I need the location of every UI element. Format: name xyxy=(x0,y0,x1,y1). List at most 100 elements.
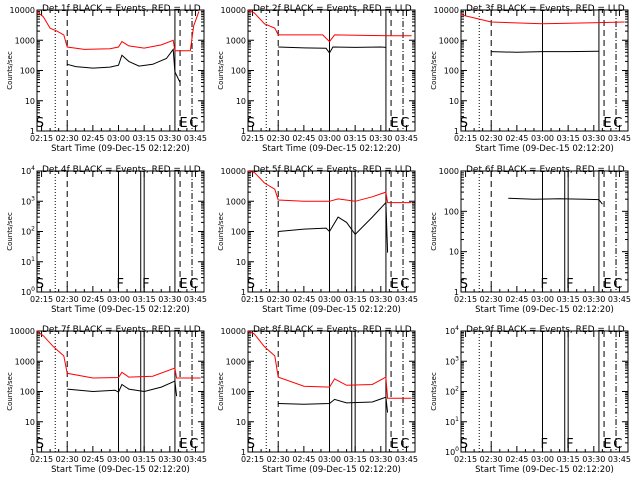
y-tick-label: 10000 xyxy=(10,327,35,336)
series-line-events xyxy=(278,396,389,413)
x-tick-label: 03:30 xyxy=(158,134,181,143)
panel-title: Det 9f BLACK = Events, RED = LLD xyxy=(466,325,625,335)
x-tick-label: 03:45 xyxy=(184,134,207,143)
marker-label: S xyxy=(247,277,255,292)
y-axis-label: Counts/sec xyxy=(6,212,14,251)
x-tick-label: 02:45 xyxy=(292,455,315,464)
series-line-lld xyxy=(460,14,625,25)
x-tick-label: 03:30 xyxy=(582,295,605,304)
y-axis-label: Counts/sec xyxy=(6,51,14,90)
y-tick-label: 101 xyxy=(21,256,35,267)
panel-title: Det 1f BLACK = Events, RED = LLD xyxy=(42,4,201,14)
panel-title: Det 4f BLACK = Events, RED = LLD xyxy=(42,165,201,175)
y-tick-label: 100 xyxy=(21,286,35,297)
y-tick-label: 10 xyxy=(25,418,35,427)
marker-label: S xyxy=(36,277,44,292)
y-tick-label: 1000 xyxy=(226,36,246,45)
plot-frame xyxy=(460,9,629,132)
marker-label: C xyxy=(400,116,409,131)
marker-label: F xyxy=(566,437,573,452)
detector-panel-8: Det 8f BLACK = Events, RED = LLD 1 10 100 10… xyxy=(217,325,418,475)
marker-label: E xyxy=(179,277,187,292)
detector-panel-1: Det 1f BLACK = Events, RED = LLD 1 10 100 10… xyxy=(6,4,207,154)
x-tick-label: 02:45 xyxy=(81,295,104,304)
marker-label: S xyxy=(36,116,44,131)
y-tick-label: 1 xyxy=(454,127,459,136)
detector-panel-5: Det 5f BLACK = Events, RED = LLD 1 10 100 10… xyxy=(217,165,418,315)
x-tick-label: 03:15 xyxy=(133,455,156,464)
x-tick-label: 02:45 xyxy=(292,134,315,143)
x-tick-label: 03:30 xyxy=(158,455,181,464)
marker-label: C xyxy=(400,437,409,452)
y-tick-label: 10 xyxy=(236,97,246,106)
y-tick-label: 100 xyxy=(231,388,246,397)
y-axis-label: Counts/sec xyxy=(430,51,438,90)
x-tick-label: 03:15 xyxy=(344,295,367,304)
marker-label: E xyxy=(390,116,398,131)
series-line-events xyxy=(67,48,181,83)
marker-label: S xyxy=(460,277,468,292)
y-tick-label: 100 xyxy=(20,67,35,76)
x-axis-label: Start Time (09-Dec-15 02:12:20) xyxy=(51,465,190,475)
marker-label: F xyxy=(540,277,547,292)
x-tick-label: 03:30 xyxy=(158,295,181,304)
marker-label: E xyxy=(179,116,187,131)
series-line-lld xyxy=(36,11,200,52)
marker-label: E xyxy=(603,116,611,131)
marker-label: C xyxy=(189,437,198,452)
x-tick-label: 03:30 xyxy=(369,134,392,143)
y-tick-label: 1 xyxy=(30,127,35,136)
y-tick-label: 10 xyxy=(236,258,246,267)
panel-title: Det 6f BLACK = Events, RED = LLD xyxy=(466,165,625,175)
marker-label: C xyxy=(189,116,198,131)
x-tick-label: 03:30 xyxy=(582,455,605,464)
plot-frame xyxy=(460,170,629,293)
marker-label: E xyxy=(603,277,611,292)
x-tick-label: 03:00 xyxy=(318,295,341,304)
x-tick-label: 03:15 xyxy=(133,134,156,143)
x-tick-label: 02:30 xyxy=(480,134,503,143)
y-tick-label: 1 xyxy=(241,288,246,297)
y-tick-label: 104 xyxy=(445,325,459,336)
x-tick-label: 02:15 xyxy=(30,134,53,143)
x-tick-label: 02:30 xyxy=(480,295,503,304)
x-tick-label: 03:00 xyxy=(107,134,130,143)
marker-label: C xyxy=(613,437,622,452)
x-tick-label: 02:30 xyxy=(56,134,79,143)
x-tick-label: 03:30 xyxy=(369,295,392,304)
marker-label: E xyxy=(179,437,187,452)
x-tick-label: 02:30 xyxy=(267,295,290,304)
x-tick-label: 03:45 xyxy=(395,134,418,143)
marker-label: C xyxy=(400,277,409,292)
y-tick-label: 10000 xyxy=(434,6,459,15)
x-tick-label: 03:15 xyxy=(344,134,367,143)
y-axis-label: Counts/sec xyxy=(6,372,14,411)
x-tick-label: 02:15 xyxy=(241,455,264,464)
detector-panel-3: Det 3f BLACK = Events, RED = LLD 1 10 100 10… xyxy=(430,4,631,154)
marker-label: F xyxy=(566,277,573,292)
x-tick-label: 03:15 xyxy=(557,134,580,143)
y-tick-label: 1000 xyxy=(15,36,35,45)
y-tick-label: 102 xyxy=(445,386,459,397)
y-tick-label: 10000 xyxy=(10,6,35,15)
x-tick-label: 03:00 xyxy=(107,295,130,304)
x-tick-label: 02:15 xyxy=(454,455,477,464)
x-axis-label: Start Time (09-Dec-15 02:12:20) xyxy=(262,305,401,315)
y-axis-label: Counts/sec xyxy=(217,212,225,251)
y-tick-label: 104 xyxy=(21,165,35,176)
x-tick-label: 03:30 xyxy=(582,134,605,143)
marker-label: F xyxy=(116,277,123,292)
marker-label: C xyxy=(613,116,622,131)
x-axis-label: Start Time (09-Dec-15 02:12:20) xyxy=(475,305,614,315)
series-line-lld xyxy=(247,9,412,43)
x-tick-label: 03:00 xyxy=(531,134,554,143)
marker-label: E xyxy=(603,437,611,452)
x-tick-label: 03:30 xyxy=(369,455,392,464)
x-tick-label: 03:15 xyxy=(133,295,156,304)
x-tick-label: 02:15 xyxy=(241,295,264,304)
y-tick-label: 100 xyxy=(444,207,459,216)
y-tick-label: 10 xyxy=(236,418,246,427)
x-tick-label: 02:30 xyxy=(480,455,503,464)
y-tick-label: 1000 xyxy=(439,167,459,176)
